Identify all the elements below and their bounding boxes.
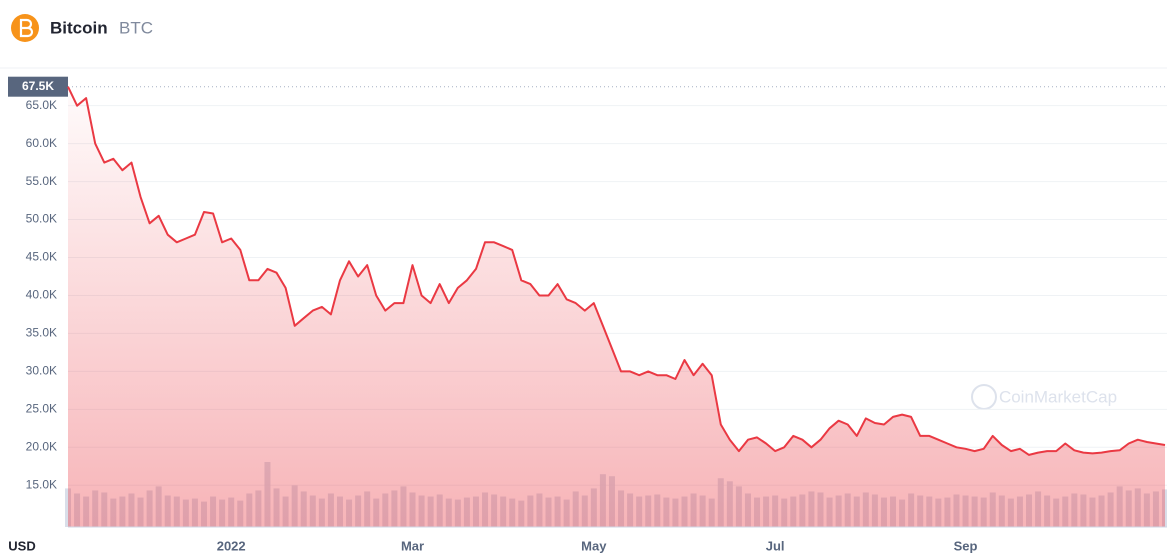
y-tick-label: 50.0K bbox=[26, 212, 57, 226]
x-tick-label: May bbox=[581, 538, 607, 553]
coin-icon bbox=[11, 14, 39, 42]
reference-badge bbox=[8, 76, 68, 97]
y-tick-label: 15.0K bbox=[26, 477, 57, 491]
y-tick-label: 60.0K bbox=[26, 136, 57, 150]
x-tick-label: Sep bbox=[954, 538, 978, 553]
y-tick-label: 65.0K bbox=[26, 98, 57, 112]
y-axis-label: USD bbox=[8, 538, 35, 553]
x-tick-label: Jul bbox=[766, 538, 785, 553]
y-tick-label: 35.0K bbox=[26, 326, 57, 340]
y-tick-label: 55.0K bbox=[26, 174, 57, 188]
price-line bbox=[67, 86, 1166, 456]
y-tick-label: 20.0K bbox=[26, 439, 57, 453]
y-tick-label: 30.0K bbox=[26, 364, 57, 378]
x-tick-label: 2022 bbox=[217, 538, 246, 553]
coin-name: Bitcoin bbox=[50, 18, 108, 37]
coin-symbol: BTC bbox=[119, 18, 153, 37]
price-area bbox=[68, 86, 1165, 527]
y-tick-label: 45.0K bbox=[26, 250, 57, 264]
reference-label: 67.5K bbox=[22, 79, 54, 93]
watermark: CoinMarketCap bbox=[999, 387, 1117, 406]
y-tick-label: 40.0K bbox=[26, 288, 57, 302]
x-tick-label: Mar bbox=[401, 538, 424, 553]
y-tick-label: 25.0K bbox=[26, 402, 57, 416]
watermark-logo bbox=[971, 384, 997, 410]
